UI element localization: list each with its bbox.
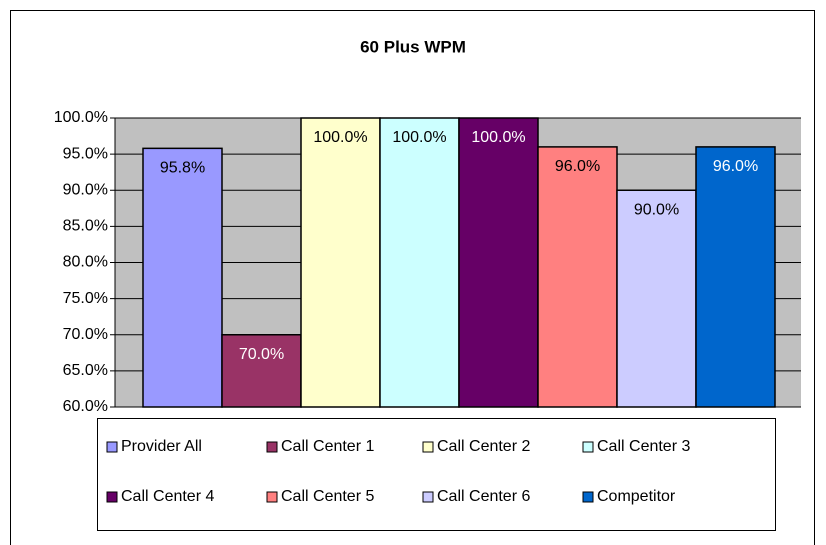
legend-label: Call Center 2 (437, 438, 530, 455)
data-label: 95.8% (160, 160, 205, 177)
y-tick-label: 85.0% (63, 218, 108, 235)
legend-label: Call Center 1 (281, 438, 374, 455)
bar (458, 117, 539, 408)
bar (695, 146, 776, 408)
data-label: 90.0% (634, 201, 679, 218)
legend-swatch (266, 441, 278, 453)
legend-label: Call Center 3 (597, 438, 690, 455)
y-tick-label: 65.0% (63, 362, 108, 379)
y-tick-label: 70.0% (63, 326, 108, 343)
data-label: 100.0% (313, 129, 367, 146)
bar (537, 146, 618, 408)
legend-swatch (106, 441, 118, 453)
data-label: 100.0% (471, 129, 525, 146)
bar (379, 117, 460, 408)
y-tick-label: 95.0% (63, 145, 108, 162)
legend-swatch (582, 441, 594, 453)
legend-label: Call Center 5 (281, 488, 374, 505)
legend-box (97, 418, 776, 531)
legend-swatch (422, 441, 434, 453)
y-tick-label: 60.0% (63, 398, 108, 415)
data-label: 96.0% (555, 158, 600, 175)
y-tick-label: 100.0% (54, 109, 108, 126)
legend-swatch (422, 491, 434, 503)
legend-swatch (106, 491, 118, 503)
legend-label: Call Center 6 (437, 488, 530, 505)
bar (221, 334, 302, 408)
data-label: 96.0% (713, 158, 758, 175)
bar (142, 147, 223, 408)
data-label: 70.0% (239, 346, 284, 363)
chart-title: 60 Plus WPM (360, 37, 466, 56)
bar (616, 189, 697, 408)
y-tick-label: 90.0% (63, 181, 108, 198)
legend-label: Call Center 4 (121, 488, 214, 505)
legend-swatch (582, 491, 594, 503)
y-tick-label: 80.0% (63, 254, 108, 271)
legend-label: Provider All (121, 438, 202, 455)
bar (300, 117, 381, 408)
legend-label: Competitor (597, 488, 676, 505)
data-label: 100.0% (392, 129, 446, 146)
y-tick-label: 75.0% (63, 290, 108, 307)
legend-swatch (266, 491, 278, 503)
